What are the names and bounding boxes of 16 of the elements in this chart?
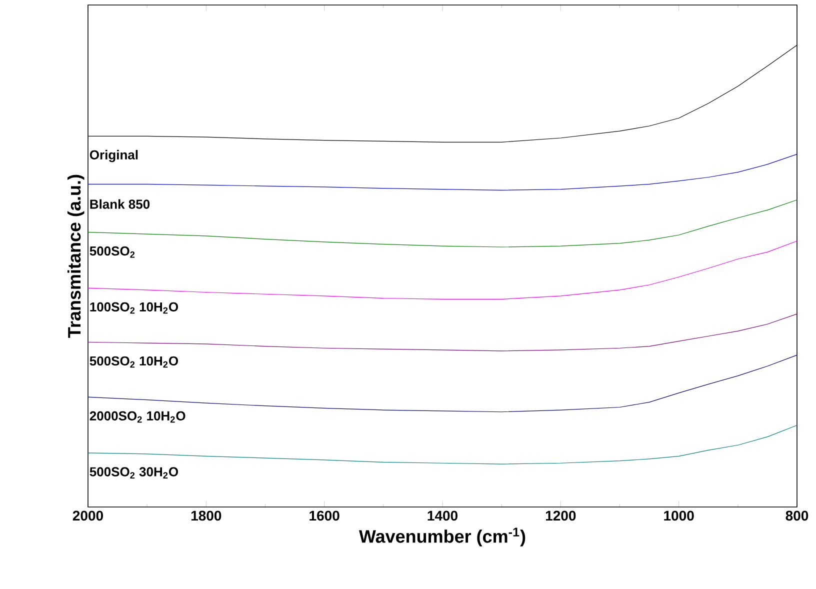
series-label: Blank 850: [90, 199, 150, 209]
y-axis-title: Transmitance (a.u.): [67, 174, 84, 338]
x-tick-label: 1600: [310, 510, 340, 521]
x-axis-title: Wavenumber (cm$^{-1}$): [358, 528, 526, 546]
x-tick-label: 1000: [664, 510, 694, 521]
x-tick-label: 1800: [191, 510, 222, 521]
series-label: 500SO$_{2}$: [90, 246, 135, 258]
series-label: 500SO$_{2}$ 10H$_{2}$O: [90, 356, 178, 368]
series-label: 2000SO$_{2}$ 10H$_{2}$O: [90, 411, 186, 423]
x-tick-label: 2000: [72, 510, 103, 521]
series-label: Original: [90, 150, 138, 162]
x-tick-label: 1200: [546, 510, 576, 521]
x-tick-label: 800: [786, 510, 808, 521]
series-label: 500SO$_{2}$ 30H$_{2}$O: [90, 467, 178, 478]
series-label: 100SO$_{2}$ 10H$_{2}$O: [90, 302, 178, 314]
x-tick-label: 1400: [428, 510, 458, 521]
